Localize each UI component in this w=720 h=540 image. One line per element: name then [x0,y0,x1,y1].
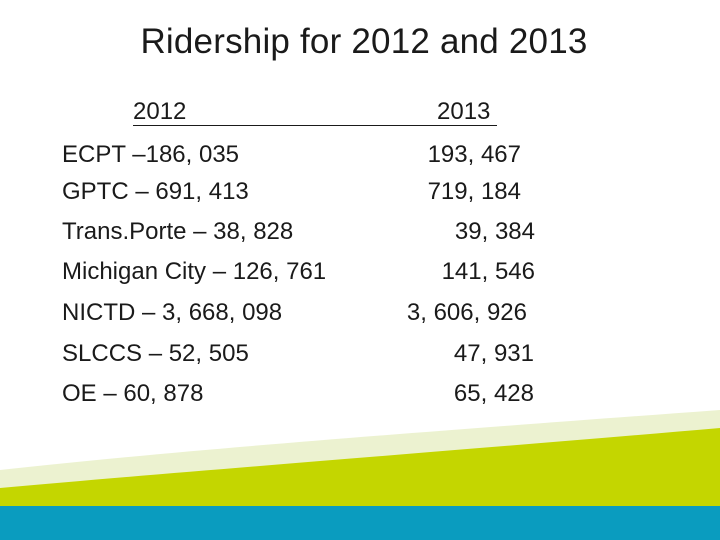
row-gptc-2012: GPTC – 691, 413 [62,178,249,205]
row-transporte-2013: 39, 384 [454,218,535,245]
row-michigan-city-2012: Michigan City – 126, 761 [62,258,327,285]
row-nictd-2013: 3, 606, 926 [406,299,527,326]
header-2012-label: 2012 [133,98,187,125]
row-oe-2013: 65, 428 [453,380,534,407]
teal-band [0,506,720,540]
row-transporte-2012: Trans.Porte – 38, 828 [62,218,294,245]
row-ecpt-2012: ECPT –186, 035 [62,141,240,168]
row-gptc-2013: 719, 184 [427,178,521,205]
row-michigan-city-2013: 141, 546 [441,258,535,285]
slide-title: Ridership for 2012 and 2013 [140,22,588,61]
row-nictd-2012: NICTD – 3, 668, 098 [62,299,283,326]
row-ecpt-2013: 193, 467 [427,141,521,168]
row-oe-2012: OE – 60, 878 [62,380,204,407]
row-slccs-2012: SLCCS – 52, 505 [62,340,249,367]
header-2012: 2012 [133,96,497,126]
row-slccs-2013: 47, 931 [453,340,534,367]
footer-decoration [0,410,720,540]
header-2013: 2013 [437,98,491,125]
